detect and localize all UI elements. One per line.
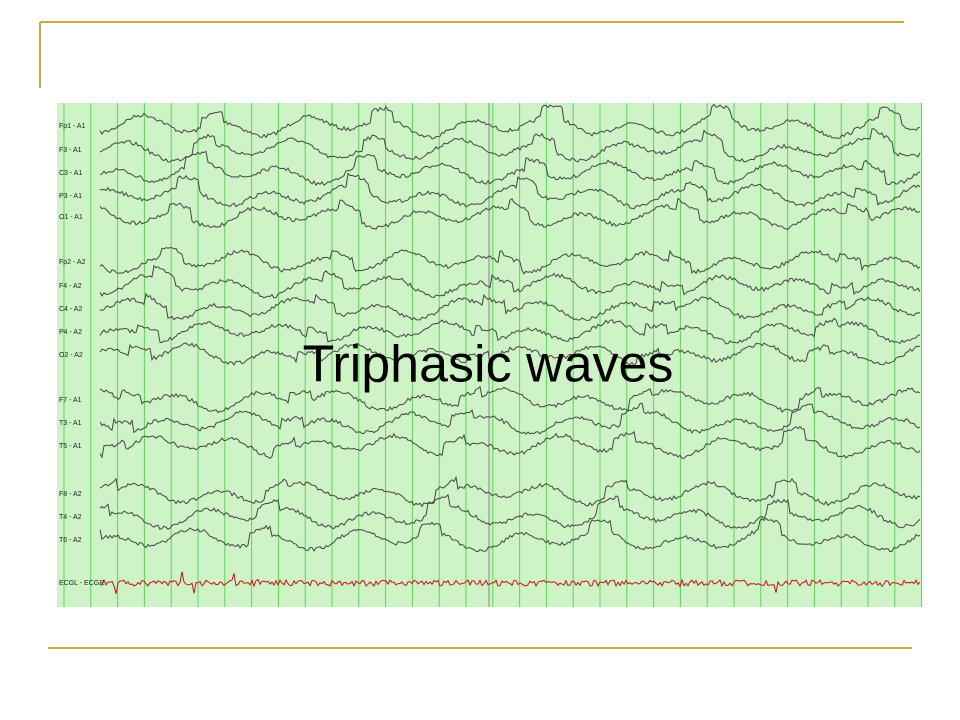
channel-label: ECGL - ECGR: [59, 580, 104, 587]
channel-label: C4 - A2: [59, 306, 82, 313]
slide-canvas: Fp1 - A1 F3 - A1 C3 - A1 P3 - A1 O1 - A1 Fp2 …: [0, 0, 960, 720]
channel-label: P4 - A2: [59, 329, 82, 336]
channel-label: F7 - A1: [59, 397, 82, 404]
channel-label: T6 - A2: [59, 537, 82, 544]
slide: Fp1 - A1 F3 - A1 C3 - A1 P3 - A1 O1 - A1 Fp2 …: [0, 0, 960, 720]
slide-title: Triphasic waves: [303, 336, 674, 394]
channel-label: F8 - A2: [59, 491, 82, 498]
channel-label: O1 - A1: [59, 214, 83, 221]
channel-label: Fp1 - A1: [59, 123, 86, 130]
channel-label: T4 - A2: [59, 514, 82, 521]
channel-label: O2 - A2: [59, 352, 83, 359]
channel-label: C3 - A1: [59, 170, 82, 177]
channel-label: Fp2 - A2: [59, 259, 86, 266]
channel-label: F4 - A2: [59, 283, 82, 290]
channel-label: F3 - A1: [59, 147, 82, 154]
channel-label: P3 - A1: [59, 193, 82, 200]
channel-label: T3 - A1: [59, 420, 82, 427]
channel-label: T5 - A1: [59, 443, 82, 450]
